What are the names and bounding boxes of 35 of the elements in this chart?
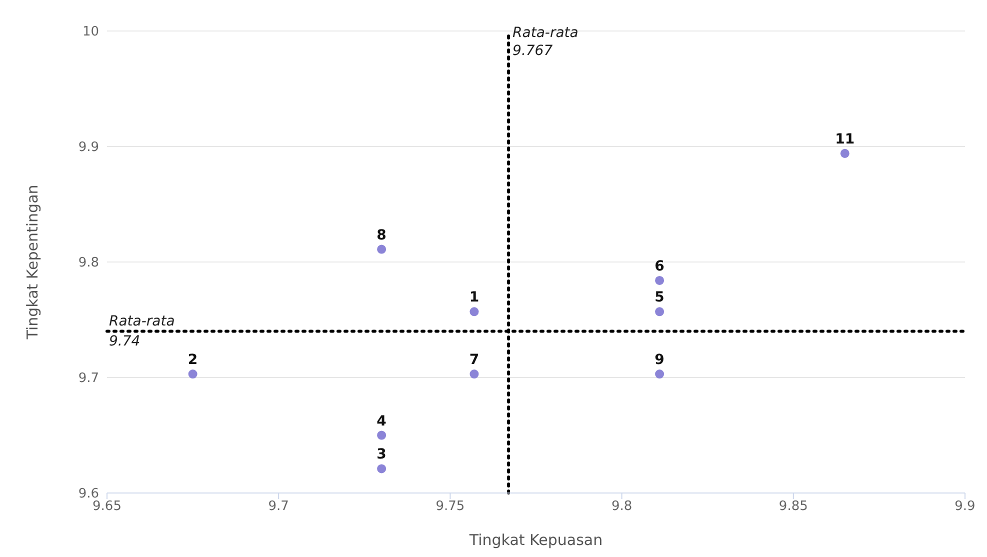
annotation: 7 (469, 352, 480, 368)
y-tick-label: 10 (82, 24, 99, 40)
y-tick-label: 9.6 (78, 486, 99, 502)
y-tick-label: 9.7 (78, 371, 99, 386)
x-tick-label: 9.75 (436, 499, 465, 514)
annotation: 5 (654, 290, 664, 306)
annotation: 2 (188, 352, 198, 368)
x-tick-label: 9.65 (92, 499, 122, 514)
ref-line-label: Rata-rata 9.74 (109, 313, 175, 350)
x-tick-label: 9.9 (954, 499, 976, 514)
y-tick-label: 9.8 (78, 256, 99, 271)
point (655, 307, 664, 316)
point (470, 307, 479, 316)
point (655, 370, 664, 379)
annotation: 9 (654, 352, 664, 368)
annotation: 1 (469, 290, 480, 306)
point (655, 276, 664, 285)
annotation: 11 (835, 131, 855, 148)
annotation: 6 (654, 258, 664, 274)
point (377, 430, 386, 440)
x-tick-label: 9.7 (268, 499, 289, 514)
y-tick-label: 9.9 (78, 140, 99, 156)
annotation: 4 (376, 413, 387, 430)
y-axis-title: Tingkat Kepentingan (23, 184, 42, 340)
point (188, 370, 198, 379)
x-axis-title: Tingkat Kepuasan (468, 531, 603, 549)
annotation: 8 (376, 227, 386, 244)
annotation: 3 (376, 446, 386, 463)
point (377, 244, 386, 254)
point (377, 464, 386, 474)
point (840, 148, 850, 158)
ref-line-label: Rata-rata 9.767 (512, 25, 578, 59)
x-tick-label: 9.85 (778, 499, 808, 514)
point (470, 370, 479, 379)
x-tick-label: 9.8 (611, 499, 632, 514)
